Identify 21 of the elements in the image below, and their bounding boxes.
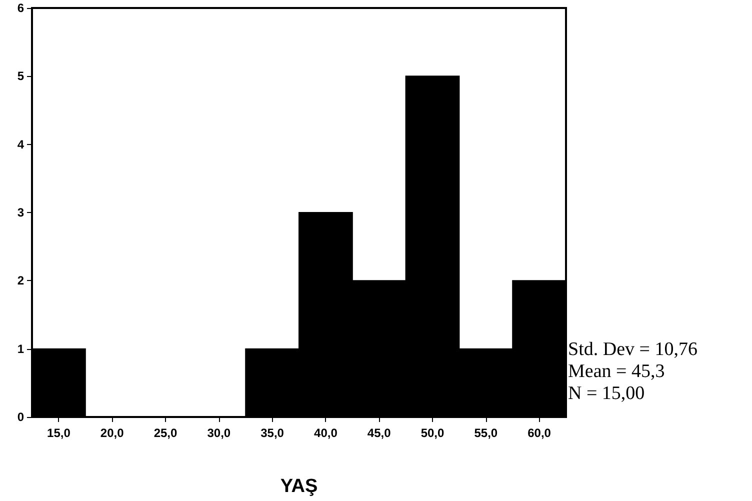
y-tick-label: 3: [17, 206, 24, 220]
text: Mean = 45,3: [568, 361, 665, 382]
x-tick-label: 45,0: [367, 426, 392, 440]
y-tick-label: 5: [17, 69, 24, 84]
x-tick-label: 50,0: [420, 426, 444, 440]
x-tick-label: 40,0: [314, 426, 338, 440]
x-tick-label: 55,0: [474, 426, 498, 440]
x-tick-label: 15,0: [47, 426, 71, 440]
y-tick-label: 0: [17, 410, 24, 424]
x-tick-label: 25,0: [154, 426, 178, 440]
x-tick-label: 60,0: [528, 426, 552, 440]
y-tick-label: 4: [17, 137, 24, 152]
x-axis-title: YAŞ: [280, 476, 318, 497]
y-tick-label: 6: [17, 1, 24, 15]
text: Std. Dev = 10,76: [568, 339, 698, 360]
text: N = 15,00: [568, 383, 645, 404]
y-tick-label: 2: [17, 274, 24, 288]
y-tick-label: 1: [17, 342, 24, 356]
x-tick-label: 30,0: [207, 426, 231, 440]
x-tick-label: 20,0: [100, 426, 124, 440]
x-tick-label: 35,0: [260, 426, 284, 440]
